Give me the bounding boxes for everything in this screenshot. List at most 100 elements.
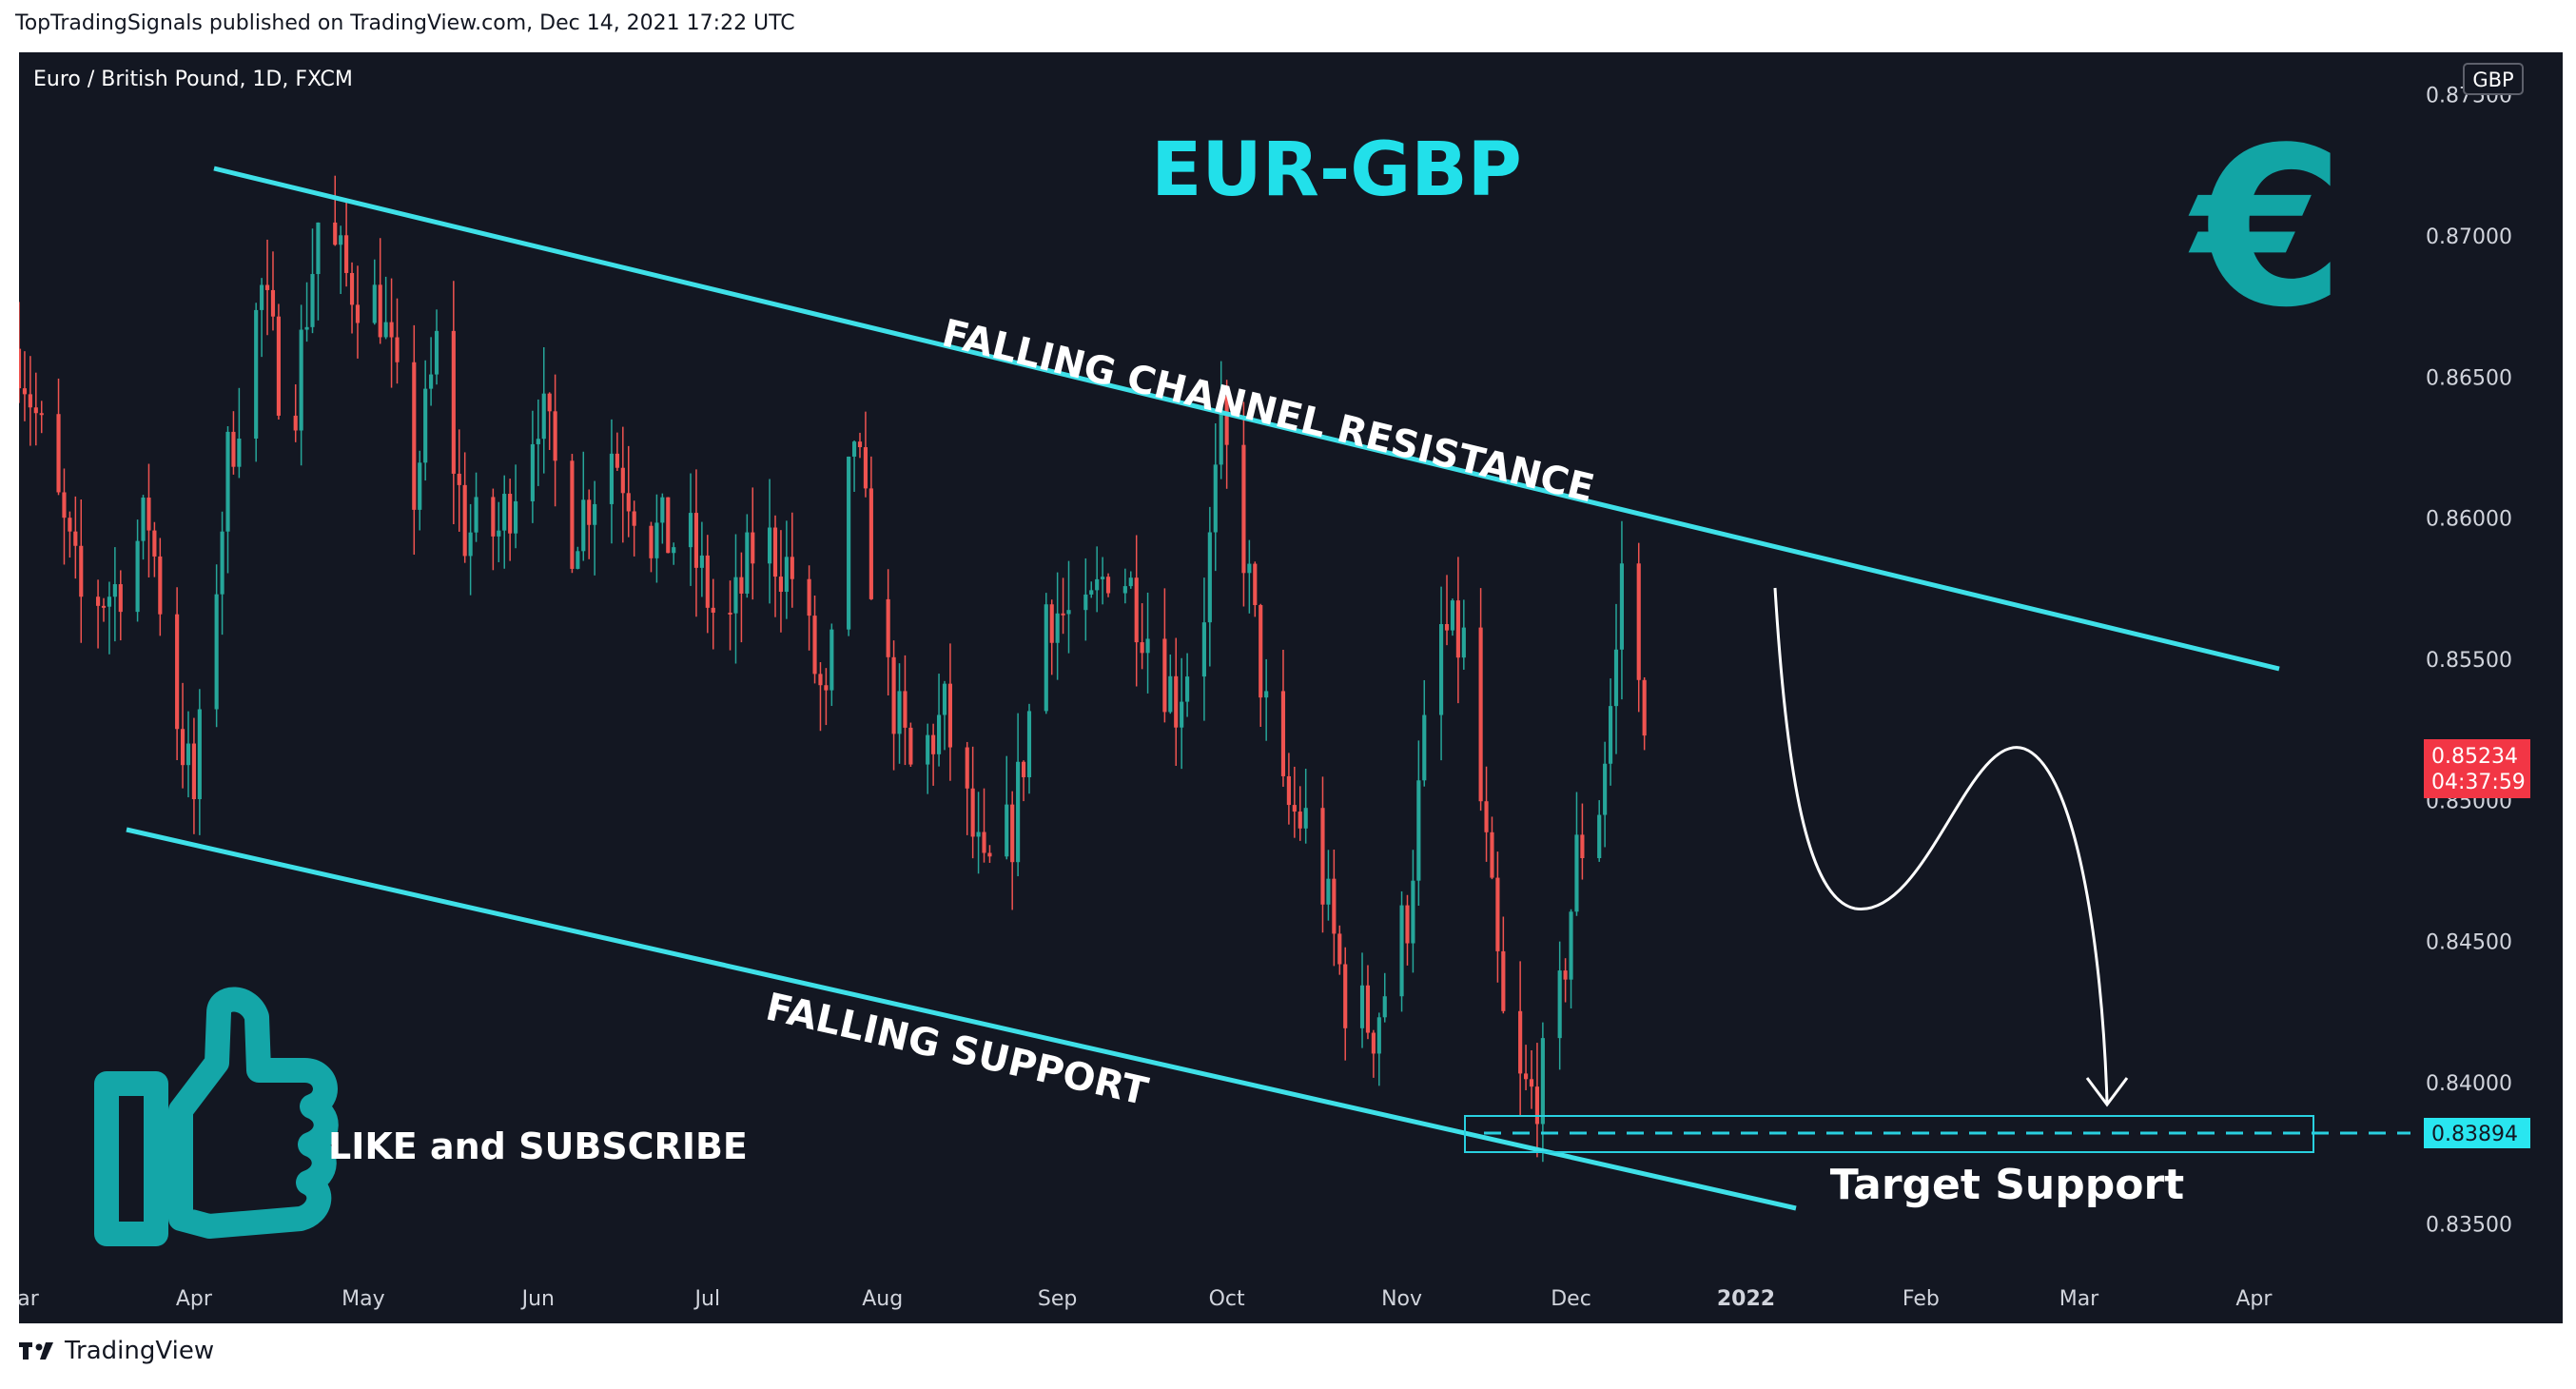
y-axis[interactable]: 0.875000.870000.865000.860000.855000.850… bbox=[2426, 85, 2512, 1238]
candle bbox=[1095, 546, 1100, 613]
candle bbox=[152, 521, 157, 577]
x-tick-label: Sep bbox=[1038, 1287, 1077, 1311]
candle bbox=[1405, 894, 1410, 966]
candle bbox=[1461, 599, 1466, 670]
candle bbox=[1416, 740, 1421, 906]
candle-body bbox=[152, 530, 157, 557]
candle-body bbox=[1636, 563, 1641, 680]
y-tick-label: 0.86500 bbox=[2426, 366, 2512, 390]
candle-body bbox=[293, 415, 298, 431]
candle-body bbox=[541, 393, 546, 440]
candle bbox=[530, 410, 535, 523]
currency-label: GBP bbox=[2472, 68, 2513, 91]
x-tick-label: Apr bbox=[2235, 1287, 2273, 1311]
candle-body bbox=[62, 492, 67, 518]
candle bbox=[1213, 422, 1218, 572]
candle bbox=[231, 411, 236, 475]
x-axis[interactable]: Mar Apr May Jun Jul Aug Sep Oct Nov Dec 2022 Feb Mar… bbox=[0, 1287, 2273, 1311]
candle bbox=[451, 281, 456, 525]
candle-body bbox=[1382, 996, 1387, 1018]
candle-body bbox=[818, 674, 823, 686]
candle-body bbox=[778, 577, 784, 593]
candle-body bbox=[728, 612, 732, 615]
symbol-label: Euro / British Pound, 1D, FXCM bbox=[33, 68, 353, 91]
candle-body bbox=[383, 322, 388, 338]
projection-curve bbox=[1773, 587, 2109, 1104]
candle bbox=[626, 445, 631, 538]
candle bbox=[553, 374, 557, 507]
candle-body bbox=[344, 235, 349, 273]
candle bbox=[857, 432, 863, 459]
candle-body bbox=[1574, 834, 1579, 912]
candle-body bbox=[1411, 880, 1415, 944]
candle bbox=[632, 500, 636, 557]
euro-icon: € bbox=[2188, 102, 2345, 356]
candle-body bbox=[654, 522, 659, 558]
candle-body bbox=[304, 326, 309, 330]
candle bbox=[1174, 637, 1179, 766]
candle-body bbox=[1213, 464, 1218, 533]
candle bbox=[863, 411, 868, 498]
chart-area[interactable]: EUR-GBP Euro / British Pound, 1D, FXCM €… bbox=[0, 52, 2563, 1323]
candle-body bbox=[1201, 622, 1206, 677]
candle-body bbox=[372, 284, 377, 323]
candle-body bbox=[767, 527, 772, 564]
candle-body bbox=[237, 439, 242, 467]
y-tick-label: 0.83500 bbox=[2426, 1213, 2512, 1237]
candle bbox=[672, 542, 676, 565]
resistance-label: FALLING CHANNEL RESISTANCE bbox=[938, 311, 1598, 511]
candle-body bbox=[339, 235, 343, 245]
candle-body bbox=[1603, 763, 1608, 815]
price-chart[interactable]: EUR-GBP Euro / British Pound, 1D, FXCM €… bbox=[0, 52, 2563, 1323]
candle bbox=[339, 225, 343, 295]
candle bbox=[429, 337, 434, 406]
currency-badge[interactable]: GBP bbox=[2463, 63, 2524, 95]
candle bbox=[56, 378, 61, 496]
candle-body bbox=[260, 284, 264, 310]
candle bbox=[1134, 535, 1139, 687]
candle-body bbox=[412, 362, 417, 510]
candle bbox=[62, 468, 67, 565]
y-tick-label: 0.84000 bbox=[2426, 1072, 2512, 1096]
target-price-badge[interactable]: 0.83894 bbox=[2424, 1118, 2530, 1148]
candle bbox=[264, 239, 270, 336]
candle bbox=[693, 469, 699, 617]
candle bbox=[1326, 850, 1331, 921]
candle-body bbox=[349, 272, 355, 305]
x-tick-label: Dec bbox=[1551, 1287, 1591, 1311]
thumbs-up-icon bbox=[94, 987, 339, 1246]
candle bbox=[711, 578, 715, 650]
candle-body bbox=[1461, 627, 1466, 658]
candle bbox=[812, 596, 817, 684]
candle bbox=[1455, 557, 1460, 704]
candle bbox=[73, 496, 78, 579]
candle-body bbox=[947, 683, 952, 748]
candle-body bbox=[1580, 834, 1585, 858]
candle-body bbox=[299, 329, 303, 431]
candle bbox=[395, 298, 400, 384]
candle bbox=[304, 282, 309, 342]
candle-body bbox=[739, 577, 744, 594]
support-trendline[interactable] bbox=[126, 827, 1797, 1211]
candle bbox=[146, 463, 151, 577]
candle-body bbox=[141, 498, 146, 541]
candle-body bbox=[254, 309, 259, 440]
candle-body bbox=[1122, 586, 1127, 594]
candle bbox=[474, 472, 478, 542]
candle bbox=[33, 372, 38, 446]
candle-body bbox=[175, 614, 180, 730]
candle bbox=[1608, 678, 1613, 786]
x-tick-label: Aug bbox=[862, 1287, 903, 1311]
candle bbox=[936, 674, 942, 767]
candle-body bbox=[936, 714, 942, 754]
candle-body bbox=[497, 530, 501, 537]
candle-body bbox=[851, 441, 857, 457]
candle-body bbox=[632, 511, 636, 526]
resistance-trendline[interactable] bbox=[213, 166, 2280, 672]
candle bbox=[316, 222, 321, 321]
candle-body bbox=[1128, 577, 1133, 587]
candle-body bbox=[965, 747, 969, 789]
candle-body bbox=[1529, 1079, 1534, 1087]
current-price-badge[interactable]: 0.85234 04:37:59 bbox=[2424, 739, 2530, 798]
footer-brand[interactable]: TradingView bbox=[65, 1337, 215, 1365]
